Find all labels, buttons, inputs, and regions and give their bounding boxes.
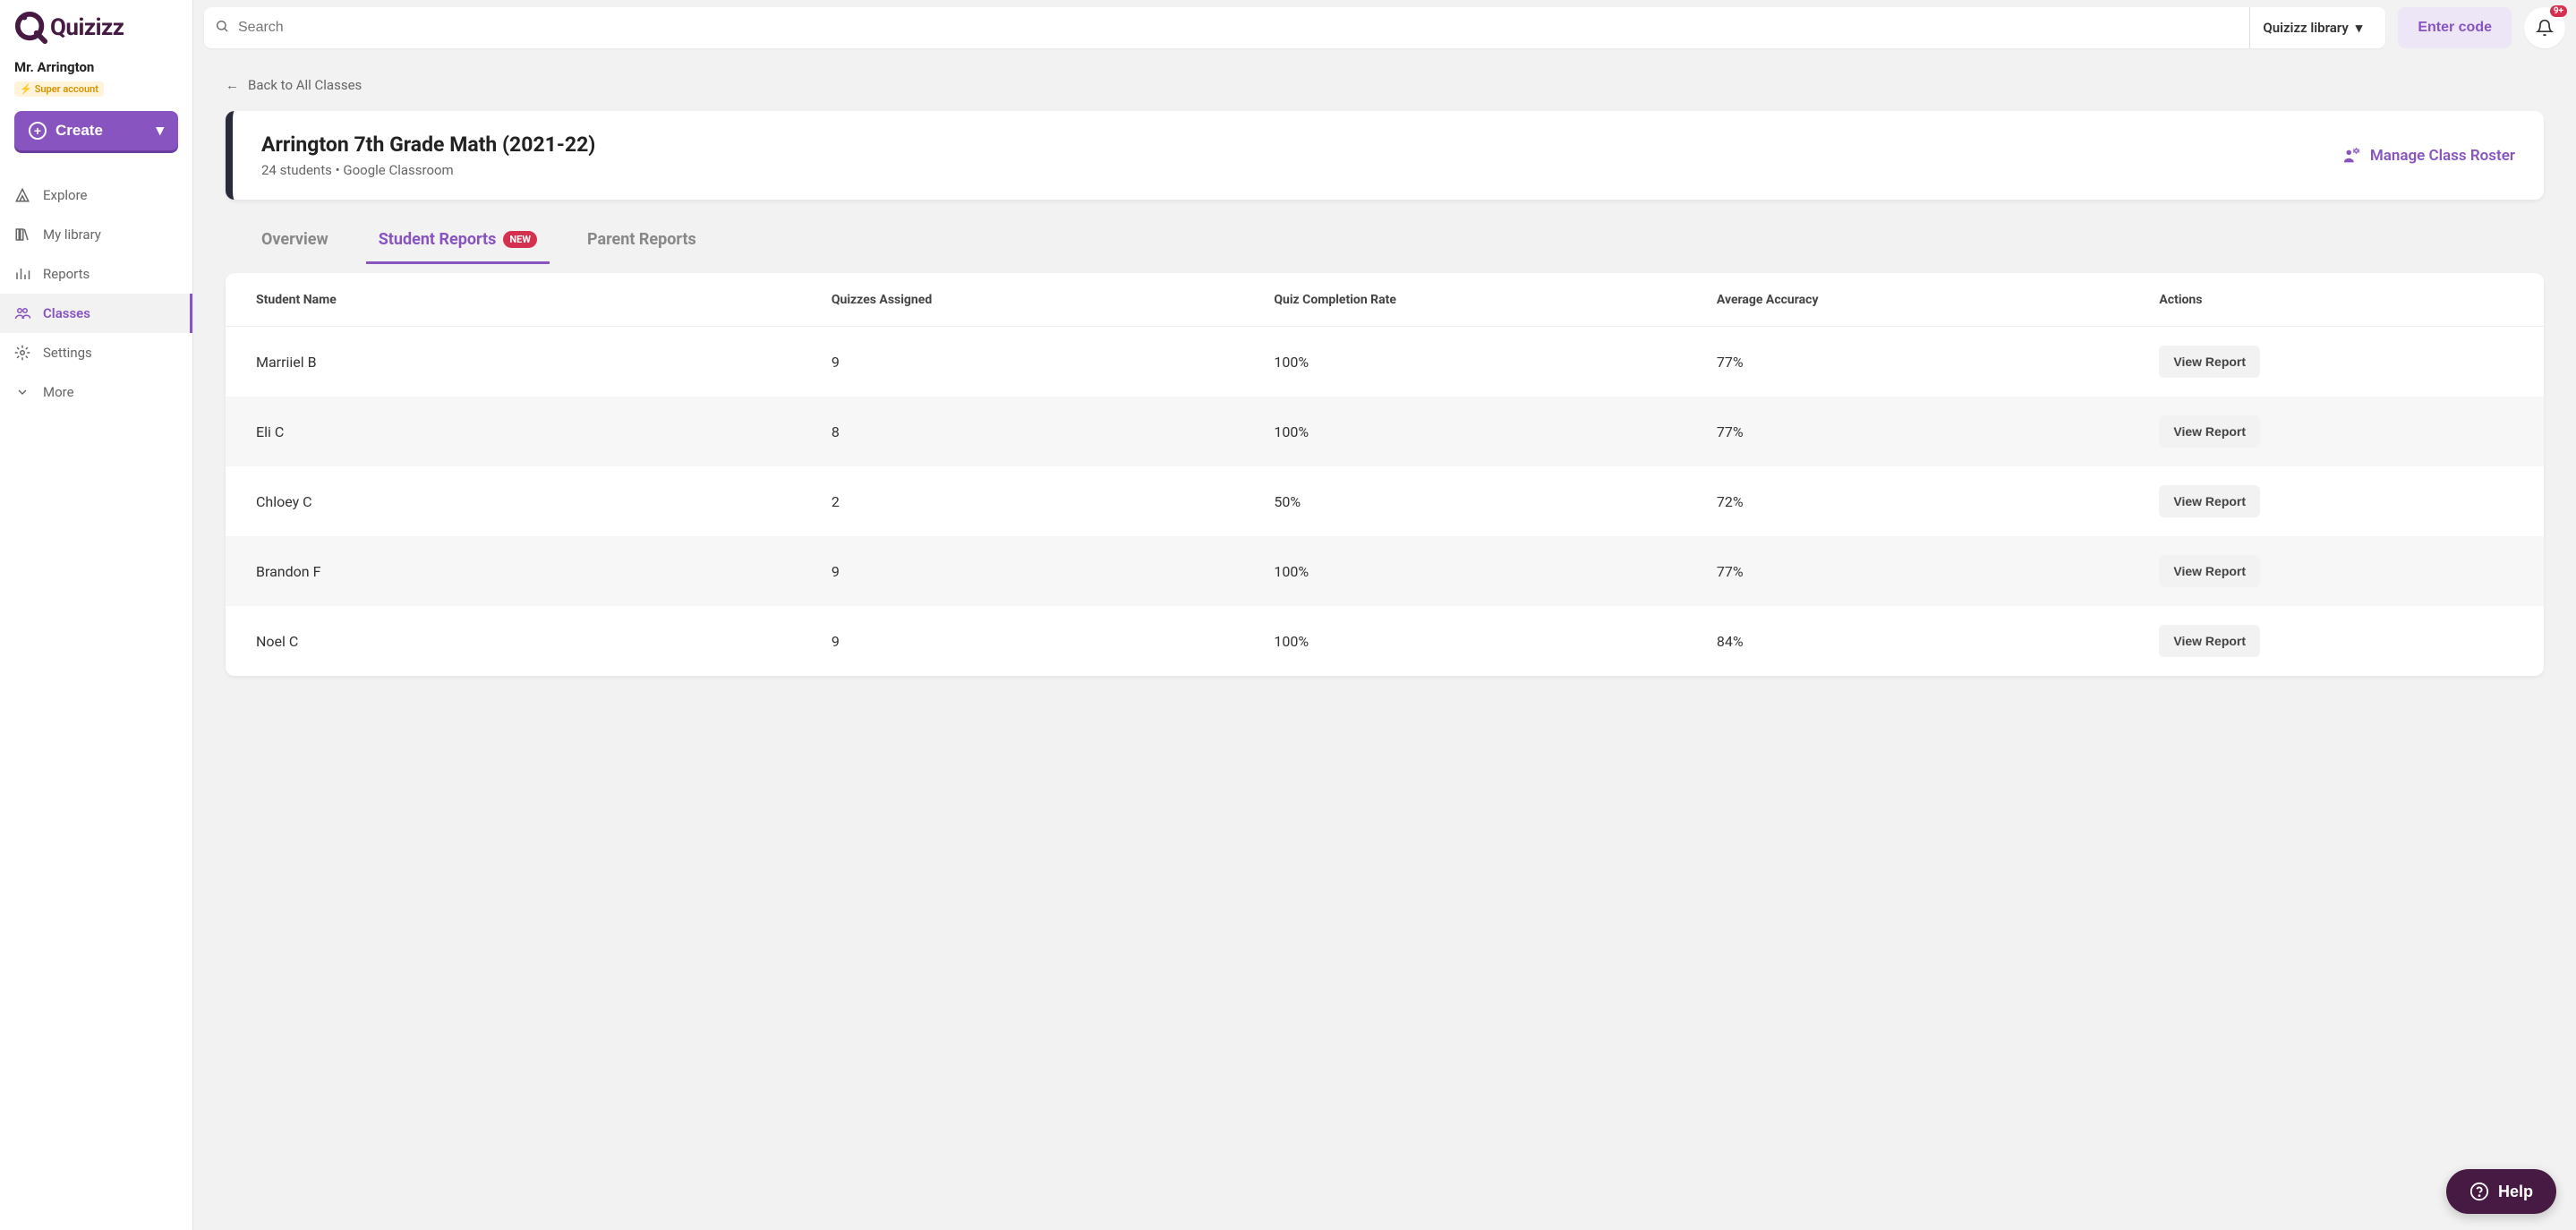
cell-quizzes: 9: [832, 563, 1275, 580]
cell-accuracy: 72%: [1717, 493, 2160, 510]
class-meta: 24 students • Google Classroom: [261, 162, 595, 178]
class-card: Arrington 7th Grade Math (2021-22) 24 st…: [226, 111, 2544, 200]
bell-icon: [2536, 19, 2554, 37]
col-accuracy: Average Accuracy: [1717, 293, 2160, 307]
reports-icon: [14, 266, 30, 282]
topbar: Quizizz library ▾ Enter code 9+: [193, 0, 2576, 56]
cell-accuracy: 84%: [1717, 633, 2160, 650]
col-quizzes: Quizzes Assigned: [832, 293, 1275, 307]
view-report-button[interactable]: View Report: [2159, 415, 2260, 448]
search-wrap: Quizizz library ▾: [204, 7, 2385, 48]
cell-completion: 50%: [1274, 493, 1717, 510]
sidebar-item-explore[interactable]: Explore: [0, 175, 192, 215]
logo[interactable]: Quizizz: [0, 0, 192, 52]
tabs: Overview Student Reports NEW Parent Repo…: [226, 212, 2544, 264]
tab-parent-reports[interactable]: Parent Reports: [575, 221, 709, 264]
super-badge: ⚡ Super account: [14, 81, 104, 97]
tab-student-reports[interactable]: Student Reports NEW: [366, 221, 550, 264]
table-body: Marriiel B9100%77%View ReportEli C8100%7…: [226, 327, 2544, 676]
help-button[interactable]: Help: [2446, 1169, 2556, 1214]
search-input[interactable]: [229, 20, 2249, 36]
view-report-button[interactable]: View Report: [2159, 555, 2260, 587]
cell-completion: 100%: [1274, 354, 1717, 371]
users-gear-icon: [2341, 146, 2361, 166]
sidebar-item-more[interactable]: More: [0, 372, 192, 412]
sidebar-nav: Explore My library Reports Classes Setti…: [0, 175, 192, 412]
cell-completion: 100%: [1274, 423, 1717, 440]
chevron-down-icon: ▾: [2356, 20, 2363, 36]
logo-icon: [14, 11, 48, 45]
search-icon: [215, 19, 229, 37]
table-row: Eli C8100%77%View Report: [226, 397, 2544, 466]
cell-quizzes: 9: [832, 633, 1275, 650]
col-completion: Quiz Completion Rate: [1274, 293, 1717, 307]
cell-accuracy: 77%: [1717, 423, 2160, 440]
cell-completion: 100%: [1274, 563, 1717, 580]
cell-quizzes: 9: [832, 354, 1275, 371]
sidebar: Quizizz Mr. Arrington ⚡ Super account + …: [0, 0, 193, 1230]
plus-icon: +: [29, 122, 47, 140]
library-dropdown[interactable]: Quizizz library ▾: [2249, 7, 2375, 48]
create-button[interactable]: + Create ▾: [14, 111, 178, 150]
arrow-left-icon: ←: [226, 77, 239, 93]
notifications-button[interactable]: 9+: [2524, 7, 2565, 48]
view-report-button[interactable]: View Report: [2159, 346, 2260, 378]
table-header: Student Name Quizzes Assigned Quiz Compl…: [226, 273, 2544, 327]
table-row: Marriiel B9100%77%View Report: [226, 327, 2544, 397]
chevron-down-icon: [14, 384, 30, 400]
classes-icon: [14, 305, 30, 321]
cell-completion: 100%: [1274, 633, 1717, 650]
cell-quizzes: 2: [832, 493, 1275, 510]
cell-name: Marriiel B: [256, 354, 832, 371]
table-row: Chloey C250%72%View Report: [226, 466, 2544, 536]
notif-badge: 9+: [2550, 5, 2567, 17]
cell-name: Eli C: [256, 423, 832, 440]
logo-text: Quizizz: [50, 14, 124, 41]
back-link[interactable]: ← Back to All Classes: [226, 66, 2544, 111]
table-row: Noel C9100%84%View Report: [226, 606, 2544, 676]
sidebar-item-settings[interactable]: Settings: [0, 333, 192, 372]
cell-name: Noel C: [256, 633, 832, 650]
help-icon: [2469, 1182, 2489, 1201]
cell-accuracy: 77%: [1717, 354, 2160, 371]
bolt-icon: ⚡: [20, 83, 32, 95]
view-report-button[interactable]: View Report: [2159, 625, 2260, 657]
cell-quizzes: 8: [832, 423, 1275, 440]
cell-name: Brandon F: [256, 563, 832, 580]
content: ← Back to All Classes Arrington 7th Grad…: [193, 56, 2576, 1230]
sidebar-item-mylibrary[interactable]: My library: [0, 215, 192, 254]
chevron-down-icon: ▾: [156, 122, 164, 140]
tab-overview[interactable]: Overview: [249, 221, 341, 264]
cell-name: Chloey C: [256, 493, 832, 510]
user-block: Mr. Arrington ⚡ Super account: [0, 52, 192, 107]
explore-icon: [14, 187, 30, 203]
view-report-button[interactable]: View Report: [2159, 485, 2260, 517]
col-name: Student Name: [256, 293, 832, 307]
cell-accuracy: 77%: [1717, 563, 2160, 580]
manage-roster-button[interactable]: Manage Class Roster: [2341, 146, 2515, 166]
enter-code-button[interactable]: Enter code: [2398, 7, 2512, 48]
table-row: Brandon F9100%77%View Report: [226, 536, 2544, 606]
sidebar-item-reports[interactable]: Reports: [0, 254, 192, 294]
col-actions: Actions: [2159, 293, 2513, 307]
library-icon: [14, 226, 30, 243]
new-badge: NEW: [503, 231, 537, 248]
class-title: Arrington 7th Grade Math (2021-22): [261, 132, 595, 157]
sidebar-item-classes[interactable]: Classes: [0, 294, 192, 333]
student-table: Student Name Quizzes Assigned Quiz Compl…: [226, 273, 2544, 676]
main: Quizizz library ▾ Enter code 9+ ← Back t…: [193, 0, 2576, 1230]
user-name: Mr. Arrington: [14, 59, 178, 75]
gear-icon: [14, 345, 30, 361]
